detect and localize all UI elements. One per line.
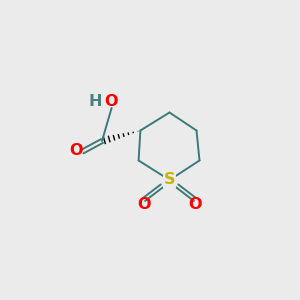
- Text: O: O: [69, 143, 83, 158]
- Text: O: O: [104, 94, 118, 109]
- Text: O: O: [188, 197, 202, 212]
- Text: O: O: [137, 197, 151, 212]
- Text: H: H: [88, 94, 102, 109]
- Text: S: S: [164, 172, 175, 188]
